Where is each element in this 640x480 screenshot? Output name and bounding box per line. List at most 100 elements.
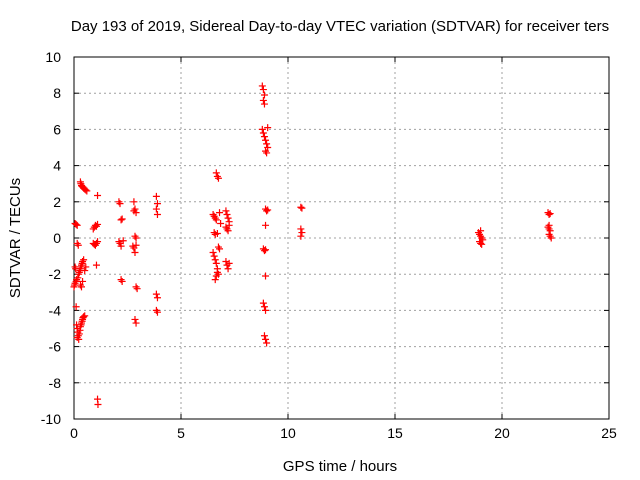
data-point: [213, 229, 221, 237]
data-point: [152, 290, 160, 298]
data-point: [153, 294, 161, 302]
data-point: [94, 220, 102, 228]
data-point: [74, 274, 82, 282]
data-point: [72, 220, 80, 228]
data-point: [73, 239, 81, 247]
data-point: [152, 205, 160, 213]
data-point: [222, 207, 230, 215]
data-point: [117, 242, 125, 250]
axis-ticks: 0 5 10 15 20 25 -10 -8 -6 -4 -2 0 2 4 6 8 10: [41, 49, 617, 441]
data-point: [222, 258, 230, 266]
data-point: [213, 172, 221, 180]
data-point: [129, 242, 137, 250]
data-point: [298, 204, 306, 212]
data-point: [133, 285, 141, 293]
y-tick-label: -2: [49, 266, 62, 282]
data-point: [73, 221, 81, 229]
data-point: [132, 283, 140, 291]
data-point: [224, 227, 232, 235]
y-tick-label: -10: [41, 411, 61, 427]
data-point: [152, 192, 160, 200]
data-point: [77, 283, 85, 291]
data-point: [210, 229, 218, 237]
data-point: [116, 200, 124, 208]
data-point: [477, 239, 485, 247]
data-point: [297, 232, 305, 240]
data-point: [260, 91, 268, 99]
data-point: [153, 200, 161, 208]
data-point: [210, 252, 218, 260]
data-point: [260, 303, 268, 311]
data-point: [75, 330, 83, 338]
data-point: [131, 232, 139, 240]
data-point: [75, 335, 83, 343]
x-tick-label: 5: [177, 425, 185, 441]
data-point: [224, 265, 232, 273]
data-point: [262, 272, 270, 280]
data-point: [212, 259, 220, 267]
data-point: [212, 272, 220, 280]
x-tick-label: 15: [387, 425, 403, 441]
data-point: [225, 221, 233, 229]
data-point: [80, 313, 88, 321]
data-point: [258, 125, 266, 133]
data-point: [259, 96, 267, 104]
data-points: [70, 82, 555, 409]
data-point: [260, 100, 268, 108]
data-point: [214, 243, 222, 251]
data-point: [81, 312, 89, 320]
data-point: [73, 334, 81, 342]
data-point: [74, 241, 82, 249]
data-point: [259, 86, 267, 94]
data-point: [79, 277, 87, 285]
data-point: [92, 261, 100, 269]
data-point: [263, 140, 271, 148]
data-point: [224, 214, 232, 222]
data-point: [119, 237, 127, 245]
data-point: [297, 203, 305, 211]
data-point: [153, 210, 161, 218]
data-point: [225, 259, 233, 267]
data-point: [545, 221, 553, 229]
data-point: [262, 335, 270, 343]
data-point: [79, 314, 87, 322]
y-tick-label: 4: [53, 158, 61, 174]
data-point: [153, 308, 161, 316]
data-point: [547, 234, 555, 242]
data-point: [115, 198, 123, 206]
x-axis-label: GPS time / hours: [283, 458, 397, 475]
data-point: [209, 248, 217, 256]
data-point: [117, 216, 125, 224]
y-tick-label: 8: [53, 85, 61, 101]
data-point: [131, 205, 139, 213]
data-point: [262, 246, 270, 254]
data-point: [72, 303, 80, 311]
data-point: [131, 248, 139, 256]
data-point: [79, 258, 87, 266]
data-point: [264, 124, 272, 132]
data-point: [82, 186, 90, 194]
data-point: [260, 332, 268, 340]
data-point: [94, 401, 102, 409]
data-point: [262, 221, 270, 229]
data-point: [83, 187, 91, 195]
data-point: [214, 174, 222, 182]
data-point: [94, 191, 102, 199]
data-point: [80, 256, 88, 264]
data-point: [152, 306, 160, 314]
data-point: [216, 209, 224, 217]
y-tick-label: 2: [53, 194, 61, 210]
data-point: [212, 169, 220, 177]
data-point: [212, 216, 220, 224]
x-tick-label: 20: [494, 425, 510, 441]
x-tick-label: 10: [280, 425, 296, 441]
data-point: [131, 315, 139, 323]
chart-title: Day 193 of 2019, Sidereal Day-to-day VTE…: [71, 18, 609, 35]
data-point: [223, 210, 231, 218]
data-point: [545, 210, 553, 218]
data-point: [477, 227, 485, 235]
data-point: [216, 245, 224, 253]
data-point: [117, 276, 125, 284]
data-point: [264, 206, 272, 214]
